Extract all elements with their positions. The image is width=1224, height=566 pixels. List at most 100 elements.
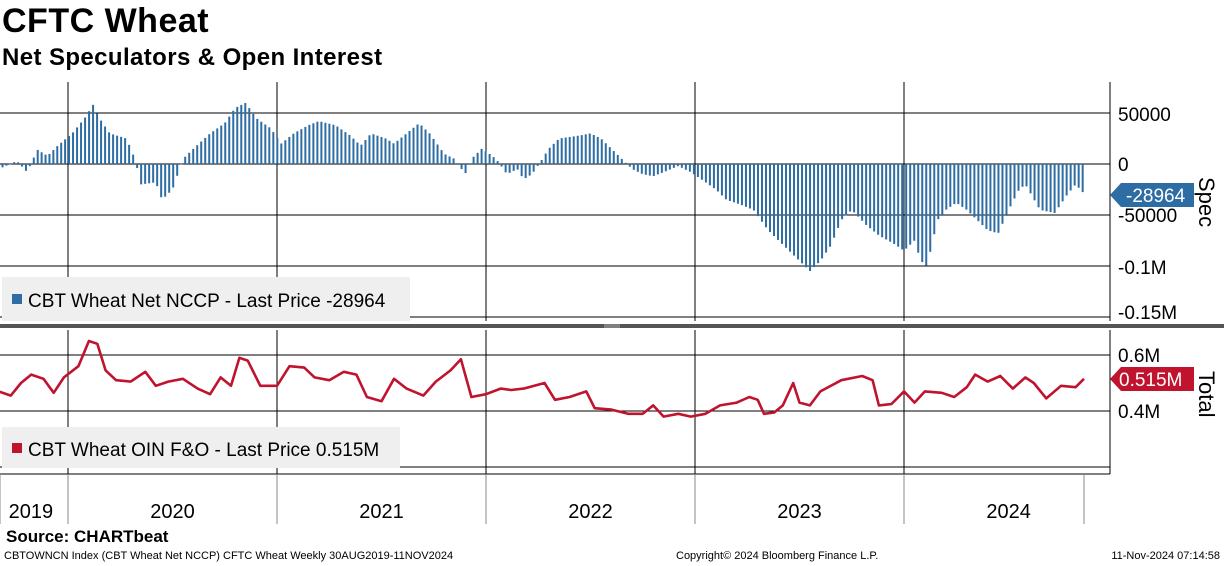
- spec-bar: [696, 164, 699, 177]
- spec-bar: [324, 122, 327, 164]
- spec-bar: [536, 164, 539, 166]
- spec-bar: [833, 164, 836, 238]
- spec-bar: [17, 162, 20, 164]
- spec-bar: [272, 132, 275, 164]
- chart-title: CFTC Wheat: [2, 2, 210, 40]
- spec-bar: [1029, 164, 1032, 194]
- spec-bar: [140, 164, 143, 185]
- spec-bar: [112, 134, 115, 164]
- spec-bar: [460, 164, 463, 170]
- spec-bar: [596, 136, 599, 164]
- spec-bar: [925, 164, 928, 266]
- spec-bar: [104, 126, 107, 164]
- spec-bar: [160, 164, 163, 198]
- spec-bar: [632, 164, 635, 170]
- footer-ticker-info: CBTOWNCN Index (CBT Wheat Net NCCP) CFTC…: [4, 550, 454, 562]
- spec-bar: [76, 127, 79, 164]
- spec-bar: [352, 138, 355, 164]
- spec-bar: [576, 135, 579, 164]
- spec-bar: [612, 151, 615, 164]
- spec-bar: [96, 113, 99, 164]
- spec-bar: [504, 164, 507, 173]
- spec-bar: [568, 136, 571, 164]
- spec-bar: [1017, 164, 1020, 191]
- spec-bar: [368, 135, 371, 164]
- spec-bar: [388, 140, 391, 164]
- x-axis-ticks: [0, 474, 1085, 524]
- spec-bar: [660, 164, 663, 173]
- spec-bar: [1013, 164, 1016, 199]
- spec-bar: [1005, 164, 1008, 215]
- spec-bar: [380, 137, 383, 164]
- spec-bar: [837, 164, 840, 228]
- spec-bar: [1081, 164, 1084, 193]
- total-legend-label: CBT Wheat OIN F&O - Last Price 0.515M: [28, 440, 379, 461]
- spec-bar: [873, 164, 876, 232]
- spec-bar: [985, 164, 988, 230]
- spec-bar: [512, 164, 515, 171]
- spec-bar: [973, 164, 976, 218]
- spec-bar: [224, 122, 227, 164]
- spec-bar: [244, 102, 247, 164]
- source-note: Source: CHARTbeat: [6, 527, 169, 546]
- spec-tick-label: 0: [1118, 155, 1129, 176]
- spec-bar: [961, 164, 964, 207]
- spec-bar: [80, 122, 83, 164]
- spec-bar: [704, 164, 707, 183]
- spec-bar: [184, 156, 187, 164]
- spec-bar: [236, 106, 239, 164]
- x-year-label: 2019: [9, 501, 54, 523]
- spec-bar: [664, 164, 667, 172]
- spec-bar: [212, 131, 215, 164]
- total-axis-title: Total: [1194, 371, 1219, 417]
- spec-bar: [849, 164, 852, 212]
- spec-bar: [1077, 164, 1080, 188]
- spec-bar: [252, 113, 255, 164]
- spec-bar: [841, 164, 844, 220]
- spec-bar: [1073, 164, 1076, 186]
- spec-bar: [508, 164, 511, 173]
- spec-bar: [528, 164, 531, 176]
- spec-bar: [328, 123, 331, 164]
- spec-bar: [492, 157, 495, 164]
- spec-tick-label: -0.15M: [1118, 303, 1177, 324]
- spec-bar: [708, 164, 711, 186]
- total-tick-label: 0.4M: [1118, 402, 1160, 423]
- spec-bar: [376, 135, 379, 164]
- spec-bar: [652, 164, 655, 176]
- spec-bar: [13, 162, 16, 164]
- spec-tick-label: -0.1M: [1118, 258, 1167, 279]
- spec-bar: [937, 164, 940, 220]
- spec-bar: [773, 164, 775, 237]
- spec-bar: [220, 125, 223, 164]
- spec-bar: [256, 118, 259, 164]
- spec-tick-label: -50000: [1118, 206, 1177, 227]
- chart-area: 50000 0 -50000 -0.1M -0.15M -28964 Spec …: [0, 82, 1224, 524]
- spec-bar: [452, 158, 455, 164]
- spec-bar: [520, 164, 523, 177]
- spec-bar: [825, 164, 828, 253]
- spec-bar: [901, 164, 904, 250]
- spec-bar: [1021, 164, 1024, 187]
- spec-bar: [168, 164, 171, 193]
- x-axis-labels: 2019 2020 2021 2022 2023 2024: [9, 501, 1031, 523]
- spec-bar: [785, 164, 788, 248]
- spec-bar: [544, 153, 547, 164]
- spec-bar: [608, 147, 611, 164]
- spec-bar: [444, 154, 447, 164]
- spec-bar: [813, 164, 816, 268]
- spec-legend: CBT Wheat Net NCCP - Last Price -28964: [2, 277, 410, 321]
- spec-bar: [156, 164, 159, 187]
- spec-bar: [384, 138, 387, 164]
- spec-bar: [929, 164, 932, 252]
- spec-bar: [1037, 164, 1040, 208]
- spec-bar: [332, 124, 335, 164]
- spec-bar: [676, 164, 679, 167]
- spec-bar: [829, 164, 832, 247]
- chart-subtitle: Net Speculators & Open Interest: [2, 44, 383, 71]
- spec-bar: [572, 136, 575, 164]
- spec-bar: [680, 164, 683, 168]
- spec-bar: [921, 164, 924, 263]
- spec-bar: [204, 137, 207, 164]
- spec-bar: [977, 164, 980, 222]
